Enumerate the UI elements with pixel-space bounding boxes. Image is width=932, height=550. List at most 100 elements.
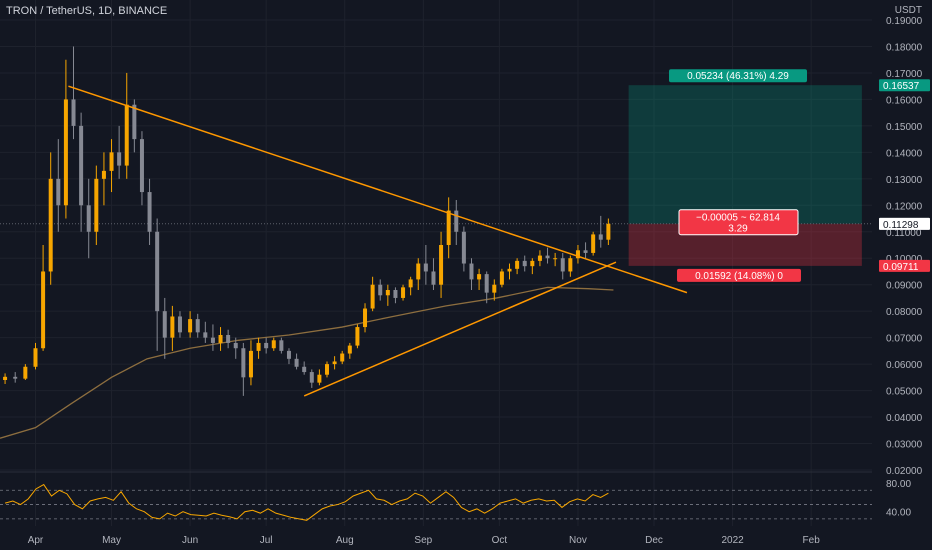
candle [94, 178, 99, 232]
moving-average-line [0, 286, 614, 439]
price-tick-label: 0.12000 [886, 201, 923, 212]
candle [530, 260, 535, 267]
pnl-label-box [678, 209, 799, 236]
candle [363, 308, 368, 328]
time-tick-label: Jul [260, 535, 273, 546]
price-tick-label: 0.11000 [886, 228, 922, 239]
candle [393, 290, 398, 298]
price-tick-label: 0.07000 [886, 334, 923, 345]
moving-average [0, 286, 614, 439]
position-tool-labels: 0.05234 (46.31%) 4.29 −0.00005 ~ 62.8143.… [669, 69, 807, 282]
candle [256, 342, 261, 351]
candle [188, 319, 193, 333]
candle [454, 210, 459, 232]
candle [23, 366, 28, 379]
candle [499, 271, 504, 285]
pnl-label-line2: 3.29 [728, 224, 748, 235]
candle [233, 342, 238, 349]
candle [568, 258, 573, 272]
profit-zone [628, 85, 862, 224]
candle [86, 205, 91, 232]
candle [545, 255, 550, 259]
candle [162, 311, 167, 338]
rsi-line [4, 483, 609, 521]
candle [431, 271, 436, 285]
stop-label: 0.01592 (14.08%) 0 [695, 271, 783, 282]
price-tick-label: 0.15000 [886, 122, 923, 133]
rsi-tick-label: 40.00 [886, 508, 911, 519]
price-badge-label: 0.09711 [883, 262, 919, 273]
candle [537, 255, 542, 261]
candle [241, 348, 246, 378]
candle [155, 231, 160, 312]
candle [279, 340, 284, 351]
axis-unit: USDT [894, 5, 922, 16]
candle [210, 337, 215, 343]
candle [553, 258, 558, 260]
candle [416, 263, 421, 280]
candle [109, 152, 114, 171]
price-tick-label: 0.17000 [886, 69, 923, 80]
price-tick-label: 0.08000 [886, 307, 923, 318]
candle [101, 170, 106, 179]
candle [469, 263, 474, 280]
candle [3, 376, 8, 380]
price-tick-label: 0.02000 [886, 466, 923, 477]
candle [226, 335, 231, 343]
candle [218, 335, 223, 343]
candle [271, 340, 276, 349]
candle [575, 250, 580, 259]
candle [56, 178, 61, 206]
candle [203, 332, 208, 338]
time-tick-label: Oct [492, 535, 508, 546]
price-badge-label: 0.16537 [883, 81, 920, 92]
candle [408, 279, 413, 288]
price-tick-label: 0.09000 [886, 281, 923, 292]
candle [195, 319, 200, 333]
candle [117, 152, 122, 166]
candle [484, 274, 489, 293]
candle [71, 99, 76, 126]
candle [477, 274, 482, 280]
candle [461, 231, 466, 264]
price-tick-label: 0.03000 [886, 440, 923, 451]
candle [423, 263, 428, 272]
candle [177, 316, 182, 333]
candle [13, 376, 18, 379]
candle [522, 260, 527, 267]
candle [439, 245, 444, 285]
candle [63, 99, 68, 206]
candle [294, 358, 299, 367]
candle [302, 366, 307, 373]
candle [340, 353, 345, 362]
stop-label-box [677, 268, 801, 282]
candle [264, 342, 269, 349]
candle [286, 350, 291, 359]
candle [248, 350, 253, 378]
price-tick-label: 0.05000 [886, 387, 923, 398]
candle [606, 223, 611, 240]
time-tick-label: Feb [803, 535, 821, 546]
price-badge-label: 0.11298 [883, 220, 919, 231]
candle [309, 372, 314, 383]
candle [332, 361, 337, 365]
price-badge [879, 217, 930, 230]
rsi-tick-label: 80.00 [886, 479, 911, 490]
candle [325, 364, 329, 375]
candle [401, 287, 406, 298]
position-tool[interactable] [0, 85, 872, 266]
candle [139, 139, 144, 193]
candle [147, 192, 152, 232]
price-tick-label: 0.16000 [886, 95, 923, 106]
candle [347, 345, 352, 354]
price-tick-label: 0.14000 [886, 148, 923, 159]
candle [446, 210, 451, 245]
trendlines[interactable] [68, 85, 688, 397]
candle [317, 374, 322, 383]
candle [378, 284, 383, 296]
symbol-title: TRON / TetherUS, 1D, BINANCE [6, 5, 168, 17]
candle [560, 258, 565, 272]
price-tick-label: 0.13000 [886, 175, 923, 186]
candle [370, 284, 375, 309]
